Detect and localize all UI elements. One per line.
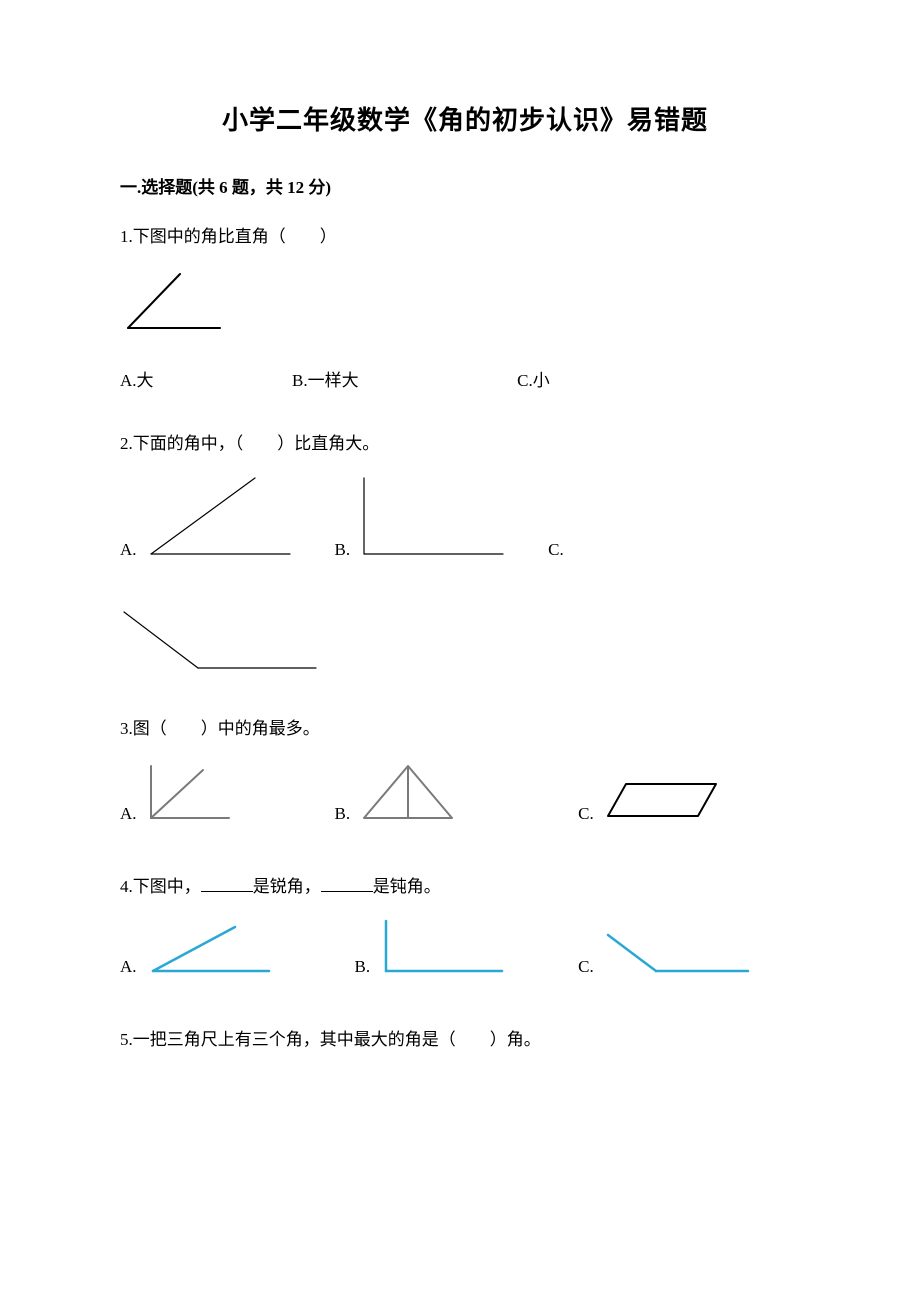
q4-text-post: 是钝角。 [373, 877, 441, 896]
q2-opt-a-label: A. [120, 540, 137, 560]
q3-opt-b: B. [335, 760, 459, 824]
q4-options-row: A. B. C. [120, 917, 810, 977]
q3-opt-b-label: B. [335, 804, 351, 824]
q2-opt-c-label: C. [548, 540, 564, 560]
page: 小学二年级数学《角的初步认识》易错题 一.选择题(共 6 题，共 12 分) 1… [0, 0, 920, 1302]
q4-blank-2 [321, 877, 373, 892]
q1-opt-c: C.小 [517, 366, 550, 391]
q1-opt-a: A.大 [120, 366, 154, 391]
q3-options-row: A. B. C. [120, 760, 810, 824]
q4-opt-b-label: B. [355, 957, 371, 977]
q2-opt-c-figure [120, 606, 810, 676]
q4-text-mid: 是锐角， [253, 877, 321, 896]
q2-opt-b: B. [335, 474, 509, 560]
q2-opt-b-label: B. [335, 540, 351, 560]
q4-opt-c-label: C. [578, 957, 594, 977]
q4-opt-c: C. [578, 929, 752, 977]
q3-opt-c-label: C. [578, 804, 594, 824]
q3-text: 3.图（ ）中的角最多。 [120, 716, 810, 742]
q2-options-row: A. B. C. [120, 474, 810, 560]
q1-figure [120, 268, 810, 338]
q1-opt-b: B.一样大 [292, 366, 359, 391]
q2-opt-c: C. [548, 540, 564, 560]
doc-title: 小学二年级数学《角的初步认识》易错题 [120, 100, 810, 137]
q3-opt-a: A. [120, 760, 235, 824]
q2-text: 2.下面的角中，（ ）比直角大。 [120, 431, 810, 457]
q4-opt-b: B. [355, 917, 509, 977]
q4-opt-a: A. [120, 921, 275, 977]
q5-text: 5.一把三角尺上有三个角，其中最大的角是（ ）角。 [120, 1027, 810, 1053]
q4-text-pre: 4.下图中， [120, 877, 201, 896]
q1-text: 1.下图中的角比直角（ ） [120, 224, 810, 250]
q4-text: 4.下图中， 是锐角， 是钝角。 [120, 874, 810, 900]
q3-opt-a-label: A. [120, 804, 137, 824]
q1-options: A.大 B.一样大 C.小 [120, 366, 810, 391]
q2-opt-a: A. [120, 474, 295, 560]
q3-opt-c: C. [578, 776, 722, 824]
q4-opt-a-label: A. [120, 957, 137, 977]
section-heading: 一.选择题(共 6 题，共 12 分) [120, 173, 810, 198]
q4-blank-1 [201, 877, 253, 892]
